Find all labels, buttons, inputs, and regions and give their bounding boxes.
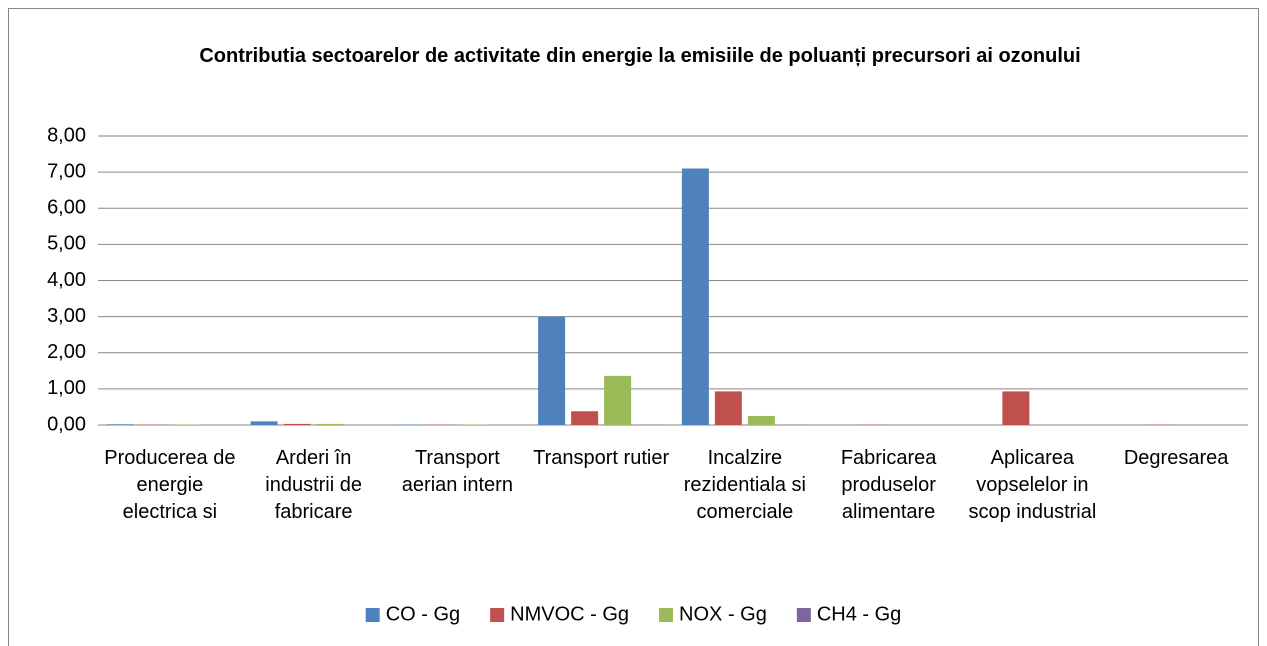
- y-tick-label: 4,00: [47, 269, 86, 291]
- y-tick-label: 0,00: [47, 413, 86, 435]
- bar: [283, 423, 311, 425]
- x-tick-label: Transport aerian intern: [401, 447, 513, 496]
- bar: [681, 168, 709, 425]
- legend-label: NMVOC - Gg: [510, 603, 629, 625]
- bar: [747, 415, 775, 425]
- bar: [571, 411, 599, 425]
- x-tick-label: Transport rutier: [533, 447, 670, 469]
- bar: [714, 391, 742, 425]
- y-tick-label: 8,00: [47, 124, 86, 146]
- y-tick-label: 6,00: [47, 197, 86, 219]
- y-tick-label: 1,00: [47, 377, 86, 399]
- bar: [316, 423, 344, 425]
- legend-swatch: [796, 608, 811, 622]
- x-tick-label: Producerea de energie electrica si: [104, 447, 236, 523]
- bar: [604, 375, 632, 425]
- legend-swatch: [490, 608, 505, 622]
- legend-swatch: [659, 608, 674, 622]
- y-tick-label: 3,00: [47, 305, 86, 327]
- legend-label: CH4 - Gg: [817, 603, 901, 625]
- y-tick-label: 7,00: [47, 160, 86, 182]
- legend-label: NOX - Gg: [679, 603, 767, 625]
- y-tick-label: 5,00: [47, 233, 86, 255]
- x-tick-label: Fabricarea produselor alimentare: [840, 447, 937, 523]
- x-tick-label: Aplicarea vopselelor in scop industrial: [968, 447, 1097, 523]
- bar: [250, 421, 278, 425]
- y-tick-label: 2,00: [47, 341, 86, 363]
- legend-swatch: [365, 608, 380, 622]
- x-tick-label: Degresarea: [1123, 447, 1229, 469]
- bar: [538, 316, 566, 425]
- x-tick-label: Incalzire rezidentiala si comerciale: [683, 447, 807, 523]
- legend-label: CO - Gg: [386, 603, 460, 625]
- chart-border: [8, 8, 1259, 646]
- x-tick-label: Arderi în industrii de fabricare: [265, 447, 362, 523]
- bar: [106, 424, 134, 425]
- bar: [1002, 391, 1030, 425]
- chart-title: Contributia sectoarelor de activitate di…: [199, 45, 1081, 67]
